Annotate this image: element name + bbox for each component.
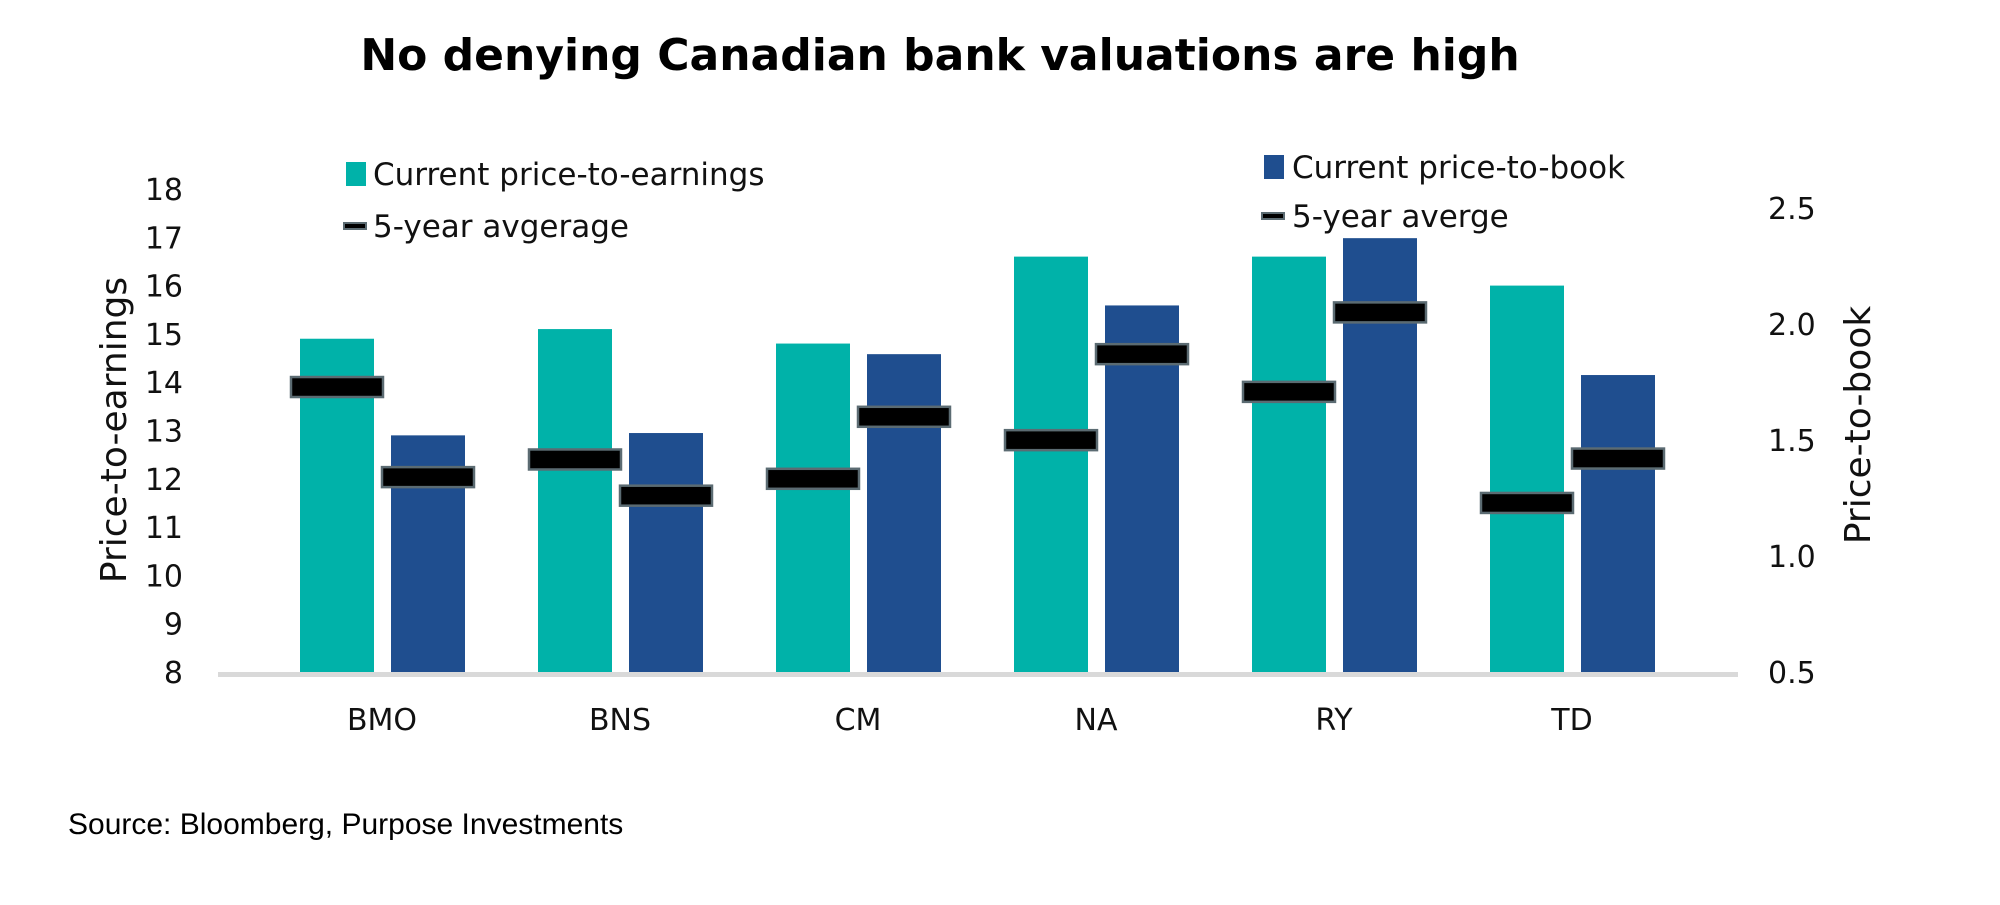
category-label: CM: [835, 703, 882, 738]
bar-price-to-book: [867, 354, 941, 672]
marker-pe-5yr-average: [1241, 380, 1337, 404]
marker-pb-5yr-average: [856, 405, 952, 429]
legend-label-pb: Current price-to-book: [1292, 150, 1625, 186]
left-tick-label: 12: [145, 463, 183, 498]
left-tick-label: 8: [164, 656, 183, 691]
marker-pb-5yr-average: [1094, 342, 1190, 366]
left-axis-title: Price-to-earnings: [94, 277, 135, 583]
bar-price-to-book: [629, 433, 703, 672]
marker-pb-5yr-average: [380, 465, 476, 489]
marker-pb-5yr-average: [1332, 301, 1428, 324]
marker-pb-5yr-average: [618, 484, 714, 507]
left-tick-label: 9: [164, 608, 183, 643]
right-tick-label: 2.0: [1768, 308, 1816, 343]
marker-pe-5yr-average: [765, 467, 861, 491]
x-axis-line: [218, 672, 1738, 677]
marker-pe-5yr-average: [1479, 491, 1575, 515]
left-tick-label: 18: [145, 173, 183, 208]
bar-price-to-earnings: [776, 343, 850, 672]
right-axis-title: Price-to-book: [1838, 306, 1879, 545]
right-tick-label: 2.5: [1768, 192, 1816, 227]
legend-swatch-pe-avg: [343, 222, 367, 230]
source-note: Source: Bloomberg, Purpose Investments: [68, 808, 624, 841]
marker-pb-5yr-average: [1570, 447, 1666, 470]
left-tick-label: 16: [145, 270, 183, 305]
legend-swatch-pe: [346, 162, 366, 186]
legend-label-pe: Current price-to-earnings: [373, 157, 765, 193]
left-tick-label: 11: [145, 511, 183, 546]
marker-pe-5yr-average: [1003, 428, 1099, 452]
category-label: BNS: [589, 703, 651, 738]
left-tick-label: 13: [145, 415, 183, 450]
chart-title: No denying Canadian bank valuations are …: [360, 30, 1520, 81]
right-tick-label: 1.0: [1768, 540, 1816, 575]
legend-swatch-pb: [1264, 155, 1284, 179]
legend-label-pb-avg: 5-year averge: [1292, 199, 1509, 235]
bar-price-to-earnings: [1252, 256, 1326, 672]
bar-price-to-book: [1105, 305, 1179, 672]
legend-swatch-pb-avg: [1261, 212, 1285, 220]
marker-pe-5yr-average: [289, 375, 385, 399]
right-tick-label: 1.5: [1768, 424, 1816, 459]
bar-price-to-earnings: [538, 329, 612, 672]
bar-price-to-earnings: [1014, 256, 1088, 672]
right-tick-label: 0.5: [1768, 656, 1816, 691]
bar-price-to-book: [1581, 375, 1655, 672]
left-tick-label: 10: [145, 559, 183, 594]
left-tick-label: 14: [145, 366, 183, 401]
left-tick-label: 15: [145, 318, 183, 353]
bar-price-to-earnings: [1490, 285, 1564, 672]
category-label: RY: [1315, 703, 1353, 738]
left-tick-label: 17: [145, 221, 183, 256]
category-label: TD: [1550, 703, 1592, 738]
category-label: BMO: [347, 703, 417, 738]
legend-label-pe-avg: 5-year avgerage: [373, 209, 629, 245]
marker-pe-5yr-average: [527, 448, 623, 471]
category-label: NA: [1075, 703, 1118, 738]
